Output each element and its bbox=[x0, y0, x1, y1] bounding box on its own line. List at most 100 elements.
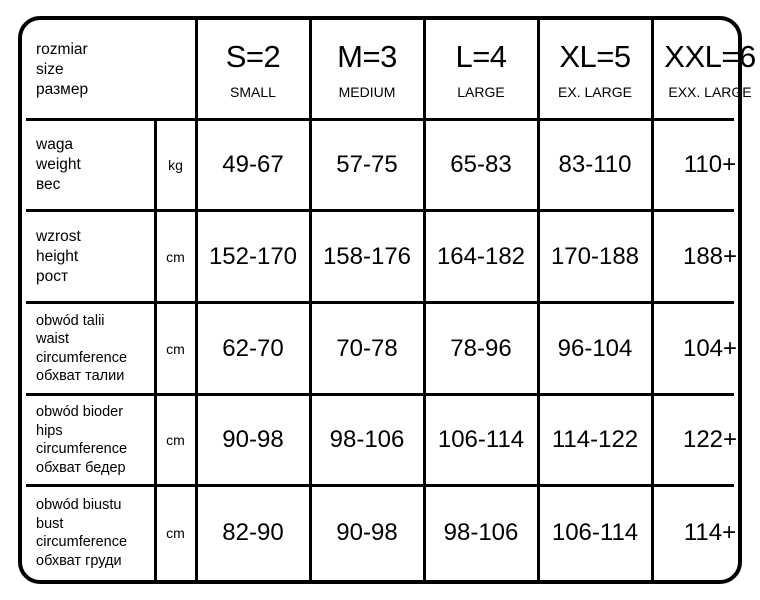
value-text: 49-67 bbox=[222, 151, 284, 179]
row-unit-weight: kg bbox=[154, 119, 196, 212]
header-size-column-s: S=2 SMALL bbox=[195, 16, 310, 120]
value-text: 70-78 bbox=[336, 334, 398, 362]
cell-hips-l: 106-114 bbox=[423, 394, 538, 487]
cell-waist-xl: 96-104 bbox=[537, 302, 652, 395]
unit-text: cm bbox=[166, 525, 185, 542]
value-text: 65-83 bbox=[450, 151, 512, 179]
row-label-line-2: hips bbox=[36, 422, 63, 439]
unit-text: cm bbox=[166, 249, 185, 266]
cell-waist-s: 62-70 bbox=[195, 302, 310, 395]
cell-bust-xxl: 114+ bbox=[651, 486, 760, 580]
header-size-column-xl: XL=5 EX. LARGE bbox=[537, 16, 652, 120]
row-label-line-4: обхват груди bbox=[36, 552, 122, 569]
header-label-cell: rozmiar size размер bbox=[22, 20, 196, 120]
cell-bust-l: 98-106 bbox=[423, 486, 538, 580]
value-text: 90-98 bbox=[336, 519, 398, 547]
size-word-xl: EX. LARGE bbox=[558, 83, 632, 100]
row-label-line-3: рост bbox=[36, 268, 69, 286]
size-chart-table: rozmiar size размер S=2 SMALL M=3 MEDIUM… bbox=[18, 16, 756, 584]
cell-bust-xl: 106-114 bbox=[537, 486, 652, 580]
row-label-hips: obwód bioder hips circumference обхват б… bbox=[22, 395, 155, 487]
row-label-line-1: wzrost bbox=[36, 227, 81, 245]
row-label-weight: waga weight вес bbox=[22, 120, 155, 212]
value-text: 106-114 bbox=[551, 519, 639, 547]
cell-bust-m: 90-98 bbox=[309, 486, 424, 580]
value-text: 110+ bbox=[683, 151, 737, 179]
unit-text: cm bbox=[166, 432, 185, 449]
row-label-line-3: circumference bbox=[36, 534, 128, 551]
row-label-line-3: вес bbox=[36, 176, 61, 194]
unit-text: cm bbox=[166, 340, 185, 357]
value-text: 170-188 bbox=[550, 243, 640, 271]
header-label-lines: rozmiar size размер bbox=[36, 40, 88, 100]
row-label-lines: obwód biustu bust circumference обхват г… bbox=[36, 496, 127, 570]
value-text: 164-182 bbox=[436, 243, 526, 271]
row-label-lines: wzrost height рост bbox=[36, 227, 81, 287]
cell-bust-s: 82-90 bbox=[195, 486, 310, 580]
cell-waist-m: 70-78 bbox=[309, 302, 424, 395]
table-header-row: rozmiar size размер S=2 SMALL M=3 MEDIUM… bbox=[22, 16, 756, 120]
value-text: 90-98 bbox=[222, 426, 284, 454]
value-text: 57-75 bbox=[336, 151, 398, 179]
table-row-hips: obwód bioder hips circumference обхват б… bbox=[22, 392, 738, 487]
cell-waist-xxl: 104+ bbox=[651, 302, 760, 395]
row-unit-height: cm bbox=[154, 211, 196, 303]
value-text: 114-122 bbox=[551, 426, 639, 454]
cell-weight-xxl: 110+ bbox=[651, 119, 760, 212]
header-label-line-1: rozmiar bbox=[36, 40, 88, 58]
value-text: 122+ bbox=[682, 426, 738, 454]
value-text: 106-114 bbox=[437, 426, 525, 454]
cell-height-xl: 170-188 bbox=[537, 211, 652, 303]
row-label-line-4: обхват талии bbox=[36, 368, 125, 385]
cell-waist-l: 78-96 bbox=[423, 302, 538, 395]
size-word-xxl: EXX. LARGE bbox=[668, 83, 752, 100]
row-label-line-1: obwód biustu bbox=[36, 497, 122, 514]
size-code-l: L=4 bbox=[455, 38, 507, 74]
unit-text: kg bbox=[168, 157, 183, 174]
value-text: 96-104 bbox=[557, 334, 633, 362]
row-label-line-3: circumference bbox=[36, 441, 128, 458]
value-text: 78-96 bbox=[450, 334, 512, 362]
row-label-line-2: height bbox=[36, 248, 79, 266]
table-row-weight: waga weight вес kg 49-67 57-75 65-83 83-… bbox=[22, 117, 738, 212]
header-size-column-m: M=3 MEDIUM bbox=[309, 16, 424, 120]
row-label-bust: obwód biustu bust circumference обхват г… bbox=[22, 486, 155, 580]
value-text: 98-106 bbox=[329, 426, 405, 454]
cell-weight-s: 49-67 bbox=[195, 119, 310, 212]
row-label-line-1: obwód bioder bbox=[36, 404, 124, 421]
cell-hips-s: 90-98 bbox=[195, 394, 310, 487]
header-label-line-2: size bbox=[36, 60, 64, 78]
header-size-column-xxl: XXL=6 EXX. LARGE bbox=[651, 16, 760, 120]
table-row-height: wzrost height рост cm 152-170 158-176 16… bbox=[22, 209, 738, 303]
value-text: 114+ bbox=[683, 519, 737, 547]
row-unit-waist: cm bbox=[154, 302, 196, 395]
row-label-line-1: obwód talii bbox=[36, 312, 105, 329]
cell-height-l: 164-182 bbox=[423, 211, 538, 303]
table-row-bust: obwód biustu bust circumference обхват г… bbox=[22, 484, 738, 580]
row-label-waist: obwód talii waist circumference обхват т… bbox=[22, 303, 155, 395]
size-code-xxl: XXL=6 bbox=[664, 38, 756, 74]
value-text: 158-176 bbox=[322, 243, 412, 271]
value-text: 62-70 bbox=[222, 334, 284, 362]
cell-hips-xxl: 122+ bbox=[651, 394, 760, 487]
cell-height-xxl: 188+ bbox=[651, 211, 760, 303]
size-code-s: S=2 bbox=[225, 38, 281, 74]
size-word-s: SMALL bbox=[230, 83, 276, 100]
cell-height-s: 152-170 bbox=[195, 211, 310, 303]
row-unit-hips: cm bbox=[154, 394, 196, 487]
row-label-line-2: bust bbox=[36, 515, 64, 532]
row-label-line-1: waga bbox=[36, 136, 74, 154]
header-label-line-3: размер bbox=[36, 80, 89, 98]
value-text: 83-110 bbox=[558, 151, 632, 179]
value-text: 82-90 bbox=[222, 519, 284, 547]
row-label-lines: waga weight вес bbox=[36, 135, 81, 195]
row-label-lines: obwód bioder hips circumference обхват б… bbox=[36, 403, 127, 477]
value-text: 152-170 bbox=[208, 243, 298, 271]
cell-weight-m: 57-75 bbox=[309, 119, 424, 212]
table-row-waist: obwód talii waist circumference обхват т… bbox=[22, 300, 738, 395]
size-code-m: M=3 bbox=[337, 38, 397, 74]
row-label-lines: obwód talii waist circumference обхват т… bbox=[36, 312, 127, 386]
header-size-column-l: L=4 LARGE bbox=[423, 16, 538, 120]
cell-hips-m: 98-106 bbox=[309, 394, 424, 487]
row-label-line-2: waist bbox=[36, 331, 70, 348]
